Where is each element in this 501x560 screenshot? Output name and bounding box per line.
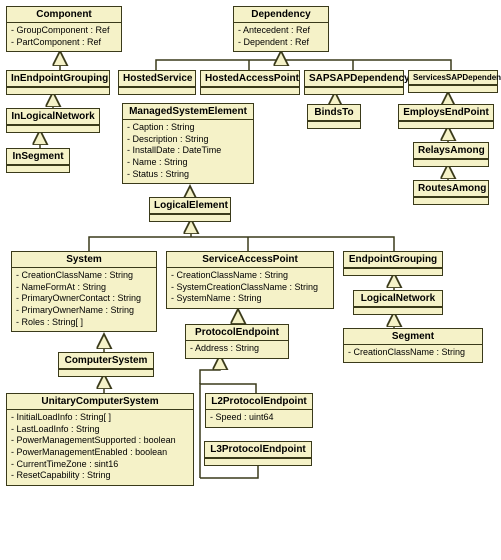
class-InSegment: InSegment	[6, 148, 70, 173]
class-System: SystemCreationClassName : StringNameForm…	[11, 251, 157, 332]
class-attrs: Caption : StringDescription : StringInst…	[123, 120, 253, 183]
class-ManagedSystemElement: ManagedSystemElementCaption : StringDesc…	[122, 103, 254, 184]
class-name: ComputerSystem	[59, 353, 153, 369]
class-name: SAPSAPDependency	[305, 71, 403, 87]
class-HostedAccessPoint: HostedAccessPoint	[200, 70, 300, 95]
class-name: Component	[7, 7, 121, 23]
class-Segment: SegmentCreationClassName : String	[343, 328, 483, 363]
class-name: UnitaryComputerSystem	[7, 394, 193, 410]
class-attrs: Speed : uint64	[206, 410, 312, 427]
class-RoutesAmong: RoutesAmong	[413, 180, 489, 205]
class-name: RoutesAmong	[414, 181, 488, 197]
class-attrs: InitialLoadInfo : String[ ]LastLoadInfo …	[7, 410, 193, 485]
class-name: L2ProtocolEndpoint	[206, 394, 312, 410]
class-ServicesSAPDependency: ServicesSAPDependency	[408, 70, 498, 93]
class-Component: ComponentGroupComponent : RefPartCompone…	[6, 6, 122, 52]
class-name: HostedService	[119, 71, 195, 87]
class-attrs: CreationClassName : String	[344, 345, 482, 362]
inheritance-edge	[89, 237, 394, 251]
class-L3ProtocolEndpoint: L3ProtocolEndpoint	[204, 441, 312, 466]
class-name: EmploysEndPoint	[399, 105, 493, 121]
class-name: BindsTo	[308, 105, 360, 121]
class-L2ProtocolEndpoint: L2ProtocolEndpointSpeed : uint64	[205, 393, 313, 428]
class-EndpointGrouping: EndpointGrouping	[343, 251, 443, 276]
class-name: ProtocolEndpoint	[186, 325, 288, 341]
class-Dependency: DependencyAntecedent : RefDependent : Re…	[233, 6, 329, 52]
class-name: ServicesSAPDependency	[409, 71, 497, 85]
class-attrs: CreationClassName : StringNameFormAt : S…	[12, 268, 156, 331]
class-LogicalNetwork: LogicalNetwork	[353, 290, 443, 315]
class-name: InSegment	[7, 149, 69, 165]
class-name: ManagedSystemElement	[123, 104, 253, 120]
class-name: InLogicalNetwork	[7, 109, 99, 125]
class-ProtocolEndpoint: ProtocolEndpointAddress : String	[185, 324, 289, 359]
class-name: LogicalNetwork	[354, 291, 442, 307]
class-name: Segment	[344, 329, 482, 345]
class-name: ServiceAccessPoint	[167, 252, 333, 268]
class-name: L3ProtocolEndpoint	[205, 442, 311, 458]
class-name: RelaysAmong	[414, 143, 488, 159]
class-name: EndpointGrouping	[344, 252, 442, 268]
class-ServiceAccessPoint: ServiceAccessPointCreationClassName : St…	[166, 251, 334, 309]
class-name: LogicalElement	[150, 198, 230, 214]
class-name: System	[12, 252, 156, 268]
class-attrs: Antecedent : RefDependent : Ref	[234, 23, 328, 51]
class-ComputerSystem: ComputerSystem	[58, 352, 154, 377]
class-UnitaryComputerSystem: UnitaryComputerSystemInitialLoadInfo : S…	[6, 393, 194, 486]
inheritance-edge	[200, 355, 220, 384]
class-RelaysAmong: RelaysAmong	[413, 142, 489, 167]
class-BindsTo: BindsTo	[307, 104, 361, 129]
class-InEndpointGrouping: InEndpointGrouping	[6, 70, 110, 95]
inheritance-edge	[156, 60, 451, 70]
class-attrs: Address : String	[186, 341, 288, 358]
class-SAPSAPDependency: SAPSAPDependency	[304, 70, 404, 95]
class-attrs: CreationClassName : StringSystemCreation…	[167, 268, 333, 308]
class-EmploysEndPoint: EmploysEndPoint	[398, 104, 494, 129]
class-name: InEndpointGrouping	[7, 71, 109, 87]
class-name: Dependency	[234, 7, 328, 23]
class-name: HostedAccessPoint	[201, 71, 299, 87]
class-InLogicalNetwork: InLogicalNetwork	[6, 108, 100, 133]
class-LogicalElement: LogicalElement	[149, 197, 231, 222]
class-attrs: GroupComponent : RefPartComponent : Ref	[7, 23, 121, 51]
class-HostedService: HostedService	[118, 70, 196, 95]
